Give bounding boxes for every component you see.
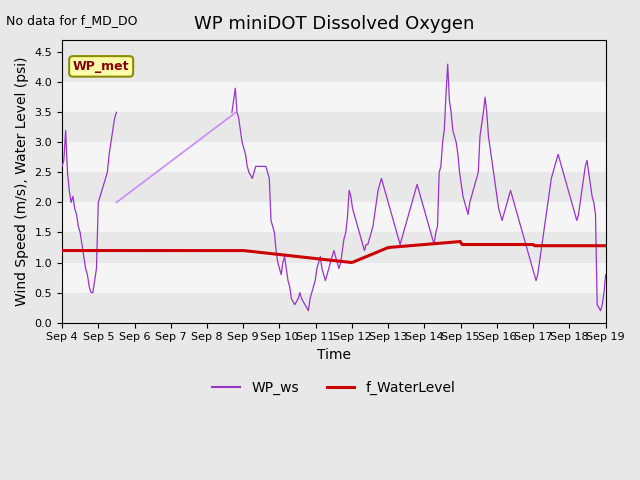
Legend: WP_ws, f_WaterLevel: WP_ws, f_WaterLevel bbox=[207, 375, 461, 400]
Bar bbox=[62, 82, 605, 112]
Title: WP miniDOT Dissolved Oxygen: WP miniDOT Dissolved Oxygen bbox=[194, 15, 474, 33]
X-axis label: Time: Time bbox=[317, 348, 351, 362]
Bar bbox=[62, 142, 605, 172]
Bar bbox=[62, 203, 605, 232]
Bar bbox=[62, 263, 605, 293]
Text: No data for f_MD_DO: No data for f_MD_DO bbox=[6, 14, 138, 27]
Y-axis label: Wind Speed (m/s), Water Level (psi): Wind Speed (m/s), Water Level (psi) bbox=[15, 57, 29, 306]
Text: WP_met: WP_met bbox=[73, 60, 129, 73]
